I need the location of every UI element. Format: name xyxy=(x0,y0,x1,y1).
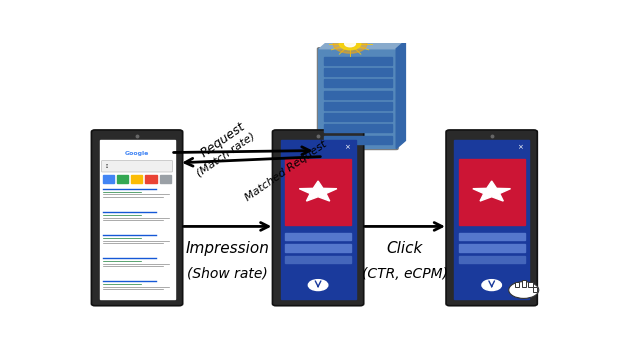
Polygon shape xyxy=(396,41,405,149)
FancyBboxPatch shape xyxy=(446,130,538,306)
Bar xyxy=(285,159,351,225)
Text: ×: × xyxy=(344,144,349,150)
FancyBboxPatch shape xyxy=(317,48,398,150)
Bar xyxy=(324,57,392,65)
Text: ×: × xyxy=(517,144,523,150)
Text: Google: Google xyxy=(125,152,149,157)
Bar xyxy=(324,68,392,76)
Bar xyxy=(324,124,392,132)
Bar xyxy=(459,233,525,240)
Bar xyxy=(285,244,351,252)
Bar xyxy=(131,175,142,183)
Bar xyxy=(159,175,171,183)
Circle shape xyxy=(345,41,355,47)
Circle shape xyxy=(333,34,367,53)
Circle shape xyxy=(482,280,501,291)
Bar xyxy=(324,102,392,110)
Bar xyxy=(459,256,525,263)
Bar xyxy=(324,113,392,121)
Text: Matched Request: Matched Request xyxy=(243,139,328,203)
Text: (Match rate): (Match rate) xyxy=(195,130,257,178)
FancyBboxPatch shape xyxy=(273,130,364,306)
Bar xyxy=(522,280,526,287)
Circle shape xyxy=(509,282,539,298)
Circle shape xyxy=(308,280,328,291)
FancyBboxPatch shape xyxy=(92,130,182,306)
Bar xyxy=(324,136,392,144)
Bar xyxy=(454,140,529,298)
Bar xyxy=(99,140,175,298)
Text: Click: Click xyxy=(387,241,423,256)
Text: (Show rate): (Show rate) xyxy=(187,266,268,280)
Polygon shape xyxy=(319,41,405,49)
Text: Request: Request xyxy=(198,120,248,161)
Bar xyxy=(116,175,128,183)
Bar xyxy=(285,233,351,240)
Polygon shape xyxy=(300,181,337,201)
Text: 🔍: 🔍 xyxy=(106,165,108,168)
Bar xyxy=(102,175,114,183)
FancyBboxPatch shape xyxy=(102,161,173,172)
Bar xyxy=(459,244,525,252)
Text: (CTR, eCPM): (CTR, eCPM) xyxy=(362,266,448,280)
Bar xyxy=(324,80,392,87)
Bar xyxy=(285,256,351,263)
Polygon shape xyxy=(473,181,511,201)
Circle shape xyxy=(339,38,361,50)
Bar xyxy=(533,287,537,292)
Bar xyxy=(515,282,519,287)
Bar xyxy=(529,282,532,287)
Bar xyxy=(459,159,525,225)
Bar xyxy=(324,91,392,99)
Bar xyxy=(145,175,157,183)
Bar xyxy=(280,140,356,298)
Text: Impression: Impression xyxy=(186,241,269,256)
